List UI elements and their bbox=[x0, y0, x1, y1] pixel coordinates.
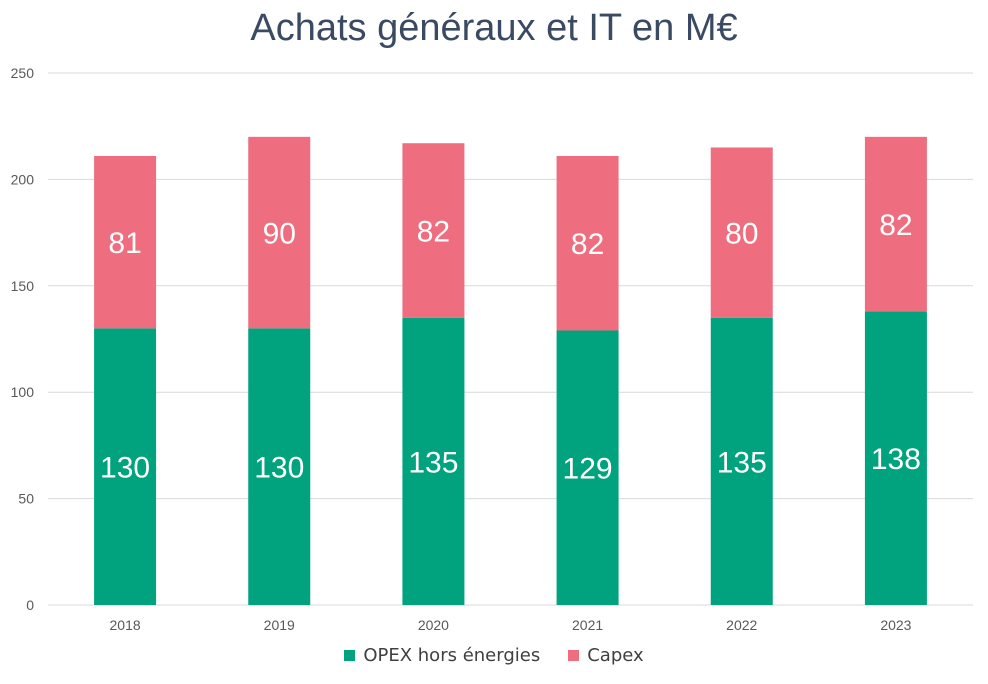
data-label-opex: 130 bbox=[254, 452, 304, 485]
chart-title: Achats généraux et IT en M€ bbox=[250, 7, 738, 49]
bar-opex bbox=[94, 328, 157, 605]
legend-swatch-capex bbox=[568, 650, 580, 661]
y-tick-label: 50 bbox=[18, 491, 34, 507]
legend-label-capex: Capex bbox=[587, 645, 644, 666]
data-label-opex: 135 bbox=[408, 446, 458, 479]
legend-item-opex: OPEX hors énergies bbox=[344, 645, 540, 666]
y-tick-label: 100 bbox=[11, 384, 35, 400]
bar-opex bbox=[402, 317, 465, 605]
bar-capex bbox=[710, 147, 773, 318]
data-label-capex: 90 bbox=[263, 218, 296, 251]
y-tick-label: 200 bbox=[11, 171, 35, 187]
data-label-capex: 82 bbox=[417, 215, 450, 248]
legend-label-opex: OPEX hors énergies bbox=[363, 645, 541, 666]
y-tick-label: 0 bbox=[26, 597, 34, 613]
x-tick-label: 2020 bbox=[418, 617, 449, 633]
data-label-opex: 138 bbox=[871, 443, 921, 476]
data-label-opex: 130 bbox=[100, 452, 150, 485]
bar-opex bbox=[864, 311, 927, 605]
data-label-opex: 135 bbox=[717, 446, 767, 479]
x-tick-label: 2019 bbox=[264, 617, 295, 633]
bar-opex bbox=[248, 328, 311, 605]
x-tick-label: 2018 bbox=[110, 617, 141, 633]
bar-capex bbox=[402, 143, 465, 318]
x-tick-label: 2021 bbox=[572, 617, 603, 633]
data-label-capex: 82 bbox=[571, 228, 604, 261]
data-label-capex: 81 bbox=[108, 227, 141, 260]
y-tick-label: 150 bbox=[11, 278, 35, 294]
bar-capex bbox=[556, 155, 619, 331]
bar-capex bbox=[94, 155, 157, 329]
bar-capex bbox=[248, 136, 311, 329]
data-label-capex: 80 bbox=[725, 218, 758, 251]
legend-item-capex: Capex bbox=[568, 645, 644, 666]
bar-opex bbox=[556, 330, 619, 605]
legend: OPEX hors énergies Capex bbox=[0, 645, 988, 666]
legend-swatch-opex bbox=[344, 650, 356, 661]
x-tick-label: 2022 bbox=[726, 617, 757, 633]
x-tick-label: 2023 bbox=[880, 617, 911, 633]
data-label-opex: 129 bbox=[563, 453, 613, 486]
data-label-capex: 82 bbox=[879, 209, 912, 242]
bar-capex bbox=[864, 136, 927, 312]
y-tick-label: 250 bbox=[11, 65, 35, 81]
bar-opex bbox=[710, 317, 773, 605]
